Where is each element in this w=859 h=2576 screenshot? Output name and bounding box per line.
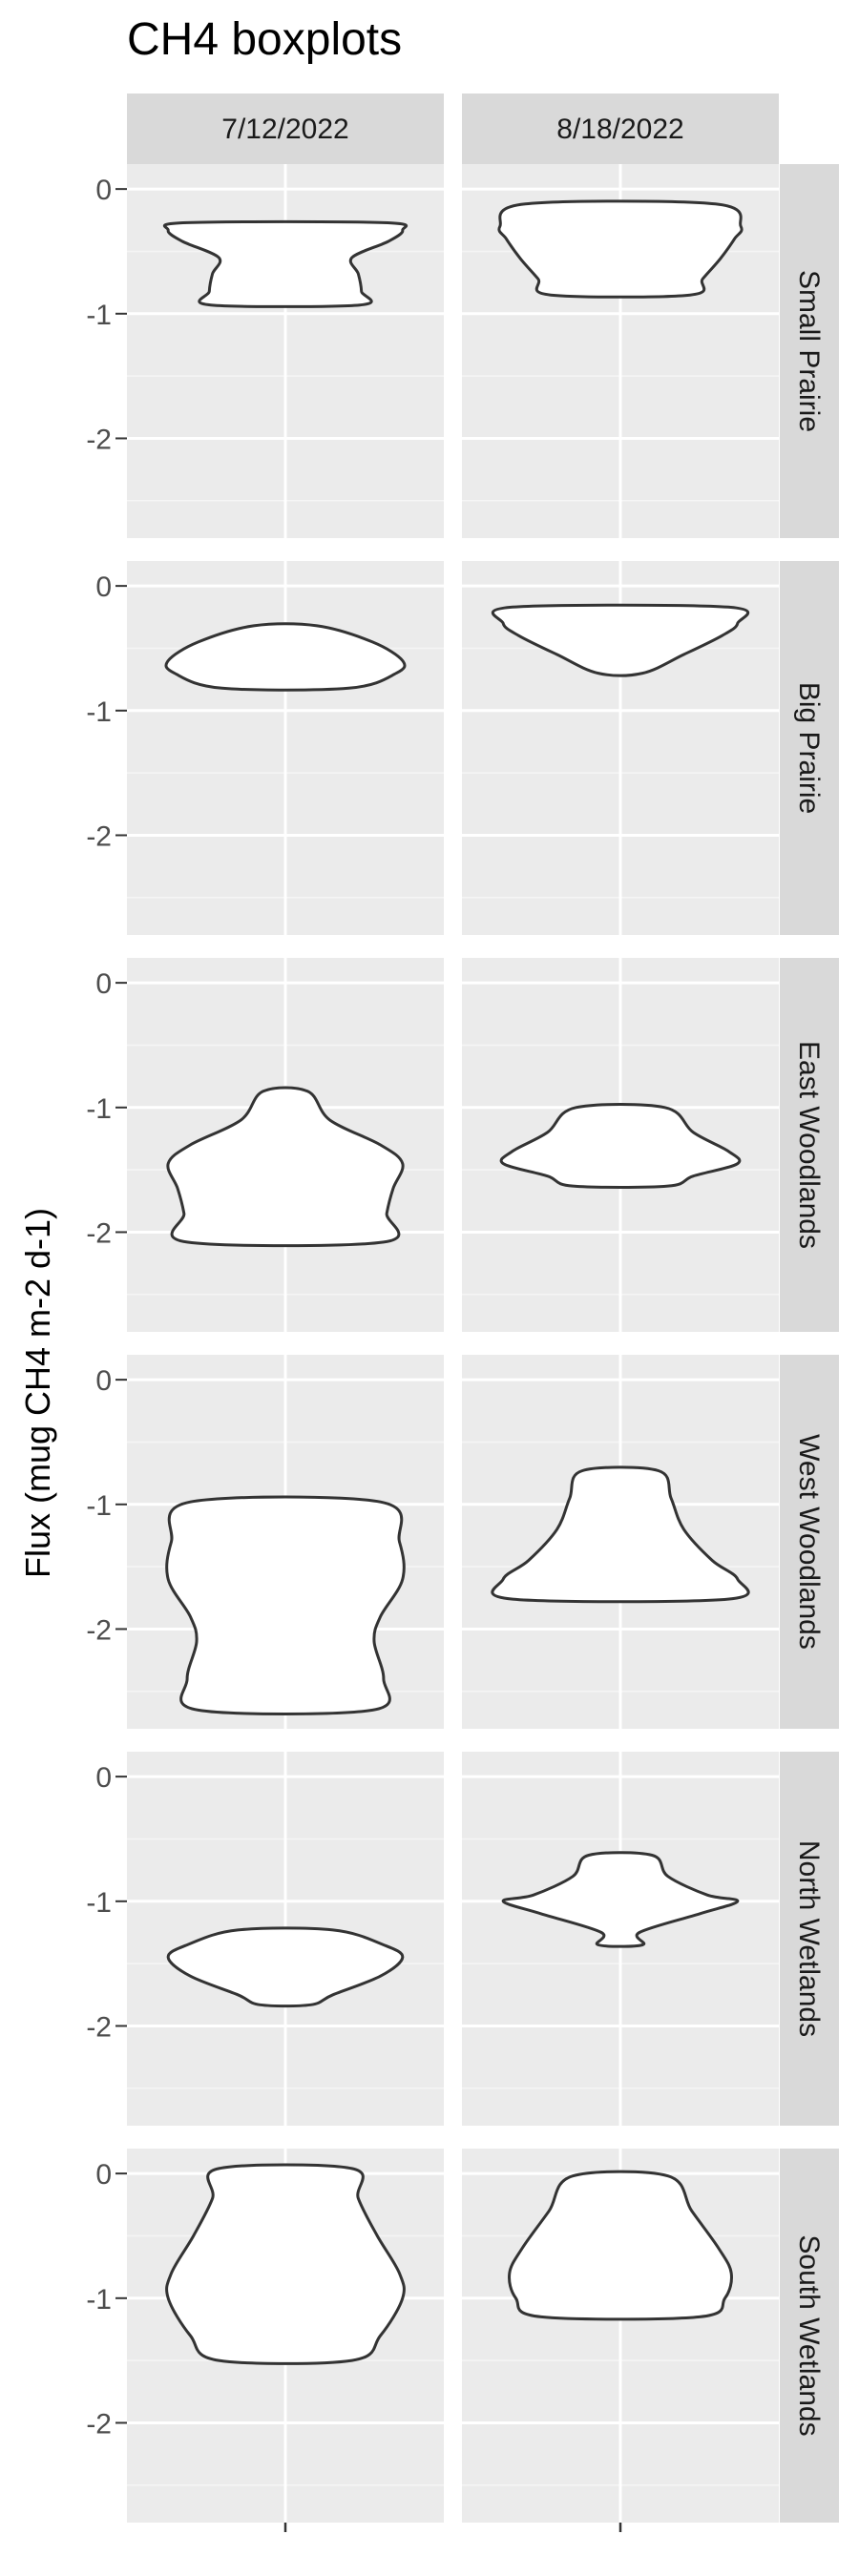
column-strip-7-12-2022: [127, 93, 444, 164]
column-label-8-18-2022: 8/18/2022: [556, 114, 683, 145]
y-tick-label: -2: [86, 2408, 112, 2440]
y-tick-label: -1: [86, 1887, 112, 1919]
row-strip-west-woodlands: [780, 1355, 839, 1729]
row-label-north-wetlands: North Wetlands: [793, 1840, 825, 2037]
y-tick-label: 0: [95, 175, 112, 206]
y-tick-label: 0: [95, 968, 112, 1000]
y-tick-label: 0: [95, 1762, 112, 1794]
y-tick-label: -2: [86, 2011, 112, 2043]
row-label-west-woodlands: West Woodlands: [793, 1434, 825, 1650]
y-tick-label: -1: [86, 300, 112, 331]
chart-title: CH4 boxplots: [127, 14, 402, 65]
column-label-7-12-2022: 7/12/2022: [221, 114, 348, 145]
row-label-south-wetlands: South Wetlands: [793, 2234, 825, 2436]
violin-south-wetlands-7-12-2022: [165, 2163, 406, 2365]
row-label-east-woodlands: East Woodlands: [793, 1041, 825, 1249]
violin-east-woodlands-8-18-2022: [499, 1103, 742, 1189]
violin-north-wetlands-7-12-2022: [166, 1926, 405, 2008]
violin-west-woodlands-8-18-2022: [491, 1465, 750, 1604]
violin-south-wetlands-8-18-2022: [508, 2170, 733, 2321]
row-label-small-prairie: Small Prairie: [793, 270, 825, 432]
row-strip-north-wetlands: [780, 1752, 839, 2126]
y-tick-label: 0: [95, 1365, 112, 1397]
row-strip-east-woodlands: [780, 958, 839, 1332]
y-tick-label: 0: [95, 571, 112, 603]
violin-east-woodlands-7-12-2022: [166, 1086, 405, 1248]
y-tick-label: -2: [86, 424, 112, 455]
row-label-big-prairie: Big Prairie: [793, 682, 825, 814]
y-axis-label: Flux (mug CH4 m-2 d-1): [18, 1208, 57, 1578]
row-strip-big-prairie: [780, 561, 839, 935]
violin-small-prairie-7-12-2022: [162, 219, 409, 308]
violin-big-prairie-7-12-2022: [164, 622, 407, 692]
y-tick-label: -1: [86, 1490, 112, 1522]
violin-big-prairie-8-18-2022: [491, 603, 750, 677]
violin-small-prairie-8-18-2022: [497, 199, 744, 299]
y-tick-label: -2: [86, 1614, 112, 1646]
row-strip-small-prairie: [780, 164, 839, 538]
violin-north-wetlands-8-18-2022: [501, 1851, 740, 1948]
y-tick-label: 0: [95, 2159, 112, 2191]
y-tick-label: -1: [86, 2284, 112, 2316]
row-strip-south-wetlands: [780, 2149, 839, 2523]
plot-area: 7/12/2022 8/18/2022 Small Prairie 0 -1 -2 Big …: [86, 93, 839, 2532]
y-tick-label: -1: [86, 696, 112, 728]
column-strip-8-18-2022: [462, 93, 779, 164]
violin-west-woodlands-7-12-2022: [165, 1495, 406, 1715]
y-tick-label: -2: [86, 1217, 112, 1249]
y-tick-label: -1: [86, 1093, 112, 1125]
y-tick-label: -2: [86, 821, 112, 852]
